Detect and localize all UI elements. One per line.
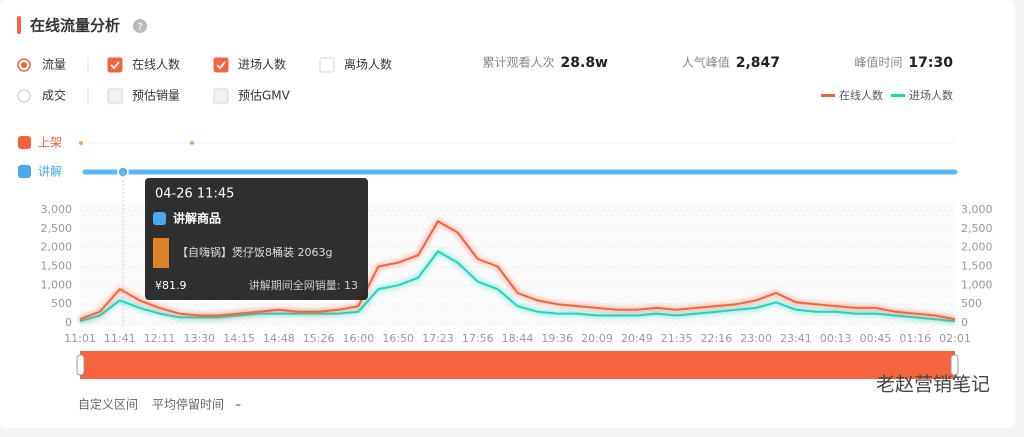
tooltip-heading: 讲解商品 — [173, 211, 221, 226]
y2-tick-label: 0 — [961, 316, 968, 329]
radio-dot — [21, 62, 27, 68]
help-icon[interactable] — [133, 19, 147, 33]
event-dot[interactable] — [79, 141, 83, 145]
event-dot[interactable] — [190, 141, 194, 145]
x-tick-label: 17:23 — [422, 332, 454, 345]
radio-label[interactable]: 成交 — [42, 88, 66, 103]
y-tick-label: 0 — [65, 316, 72, 329]
event-icon — [18, 136, 31, 149]
stat-value: 17:30 — [908, 55, 953, 71]
x-tick-label: 20:49 — [621, 332, 653, 345]
x-tick-label: 11:01 — [64, 332, 96, 345]
checkbox[interactable] — [107, 88, 123, 104]
x-tick-label: 17:56 — [462, 332, 494, 345]
tooltip-time: 04-26 11:45 — [155, 187, 234, 202]
legend-swatch — [821, 94, 835, 97]
y-tick-label: 1,000 — [41, 278, 73, 291]
title: 在线流量分析 — [30, 17, 120, 35]
tooltip-sales: 讲解期间全网销量: 13 — [249, 278, 358, 292]
series-line — [79, 250, 956, 323]
slider-handle[interactable] — [76, 354, 85, 376]
checkbox-label[interactable]: 进场人数 — [238, 57, 286, 72]
tooltip-price: ¥81.9 — [155, 279, 187, 292]
x-tick-label: 11:41 — [104, 332, 136, 345]
y2-tick-label: 2,000 — [961, 241, 993, 254]
checkbox-label[interactable]: 离场人数 — [344, 57, 392, 72]
x-tick-label: 16:50 — [382, 332, 414, 345]
x-tick-label: 14:15 — [223, 332, 255, 345]
x-tick-label: 21:35 — [661, 332, 693, 345]
x-tick-label: 20:09 — [581, 332, 613, 345]
checkbox[interactable] — [319, 57, 335, 73]
checkbox-label[interactable]: 预估GMV — [238, 89, 291, 103]
x-tick-label: 16:00 — [343, 332, 375, 345]
slider-handle[interactable] — [950, 354, 959, 376]
legend-swatch — [891, 94, 905, 97]
x-tick-label: 00:13 — [820, 332, 852, 345]
stat-value: 2,847 — [736, 55, 780, 71]
event-label: 讲解 — [38, 164, 62, 179]
series-line — [79, 220, 956, 321]
tooltip: 04-26 11:45 讲解商品 【自嗨锅】煲仔饭8桶装 2063g ¥81.9… — [145, 178, 368, 300]
y-tick-label: 1,500 — [41, 260, 73, 273]
x-tick-label: 02:01 — [939, 332, 971, 345]
x-tick-label: 01:16 — [899, 332, 931, 345]
footer-range[interactable]: 自定义区间 — [78, 397, 138, 412]
title-bar — [17, 16, 21, 34]
product-image — [153, 238, 169, 268]
radio[interactable] — [17, 89, 31, 103]
tooltip-bg — [145, 178, 368, 300]
y2-tick-label: 2,500 — [961, 222, 993, 235]
footer-stay-value: – — [235, 398, 241, 412]
x-tick-label: 14:48 — [263, 332, 295, 345]
x-tick-label: 22:16 — [701, 332, 733, 345]
stat-label: 人气峰值 — [682, 55, 730, 70]
checkbox[interactable] — [213, 57, 229, 73]
x-tick-label: 19:36 — [541, 332, 573, 345]
check-mark — [110, 61, 120, 70]
y-tick-label: 2,000 — [41, 241, 73, 254]
event-icon — [18, 165, 31, 178]
stat-label: 峰值时间 — [854, 55, 902, 70]
legend-label: 在线人数 — [839, 88, 883, 102]
y-tick-label: 3,000 — [41, 203, 73, 216]
watermark: 老赵营销笔记 — [876, 374, 990, 396]
y-tick-label: 2,500 — [41, 222, 73, 235]
x-tick-label: 12:11 — [144, 332, 176, 345]
tooltip-product: 【自嗨锅】煲仔饭8桶装 2063g — [177, 245, 332, 259]
check-mark — [216, 61, 226, 70]
y2-tick-label: 1,000 — [961, 278, 993, 291]
y2-tick-label: 500 — [961, 297, 982, 310]
y2-tick-label: 3,000 — [961, 203, 993, 216]
event-label: 上架 — [38, 136, 62, 150]
help-mark: ? — [137, 22, 142, 33]
x-tick-label: 13:30 — [183, 332, 215, 345]
checkbox[interactable] — [107, 57, 123, 73]
x-tick-label: 00:45 — [860, 332, 892, 345]
radio-label[interactable]: 流量 — [42, 58, 66, 72]
stat-value: 28.8w — [561, 55, 609, 71]
legend-label: 进场人数 — [909, 88, 953, 102]
y-tick-label: 500 — [51, 297, 72, 310]
x-tick-label: 23:41 — [780, 332, 812, 345]
x-tick-label: 18:44 — [502, 332, 534, 345]
x-tick-label: 15:26 — [303, 332, 335, 345]
stat-label: 累计观看人次 — [483, 56, 555, 70]
checkbox[interactable] — [213, 88, 229, 104]
x-tick-label: 23:00 — [740, 332, 772, 345]
tooltip-icon — [153, 212, 166, 225]
checkbox-label[interactable]: 预估销量 — [132, 89, 180, 103]
y2-tick-label: 1,500 — [961, 260, 993, 273]
range-slider[interactable] — [80, 351, 955, 379]
footer-stay-label: 平均停留时间 — [152, 397, 224, 412]
checkbox-label[interactable]: 在线人数 — [132, 57, 180, 72]
